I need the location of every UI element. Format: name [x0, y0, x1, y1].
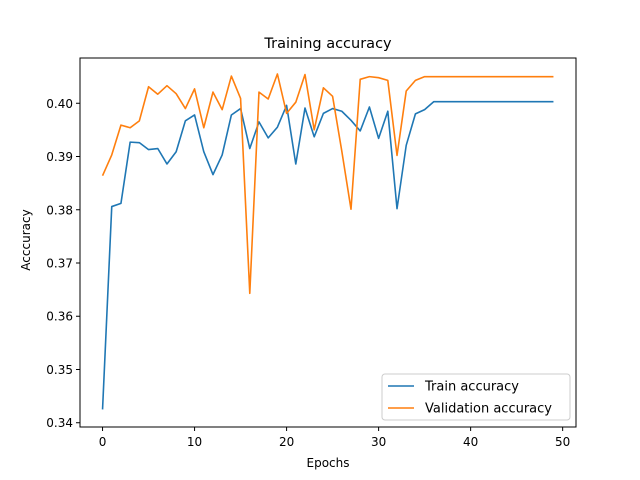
x-tick-label: 30: [371, 435, 386, 449]
chart-title: Training accuracy: [263, 36, 392, 52]
y-tick-label: 0.36: [46, 310, 73, 324]
legend: Train accuracy Validation accuracy: [381, 373, 571, 421]
y-tick-label: 0.38: [46, 203, 73, 217]
plot-area: [101, 73, 554, 410]
x-tick-label: 40: [463, 435, 478, 449]
x-tick-label: 20: [279, 435, 294, 449]
y-tick-label: 0.37: [46, 257, 73, 271]
x-tick-label: 0: [99, 435, 107, 449]
y-tick-label: 0.35: [46, 363, 73, 377]
legend-box: [381, 373, 571, 421]
x-axis-ticks: 0 10 20 30 40 50: [99, 427, 570, 449]
legend-label-validation-accuracy: Validation accuracy: [425, 402, 552, 417]
axes-frame: [79, 57, 577, 428]
y-tick-label: 0.40: [46, 97, 73, 111]
x-tick-label: 10: [187, 435, 202, 449]
y-tick-label: 0.34: [46, 416, 73, 430]
x-axis-label: Epochs: [307, 456, 350, 470]
x-tick-label: 50: [555, 435, 570, 449]
train-accuracy-line: [101, 100, 554, 410]
y-axis-label: Acccuracy: [19, 209, 33, 270]
legend-label-train-accuracy: Train accuracy: [424, 380, 519, 395]
y-axis-ticks: 0.34 0.35 0.36 0.37 0.38 0.39 0.40: [46, 97, 80, 430]
y-tick-label: 0.39: [46, 150, 73, 164]
validation-accuracy-line: [101, 73, 554, 295]
